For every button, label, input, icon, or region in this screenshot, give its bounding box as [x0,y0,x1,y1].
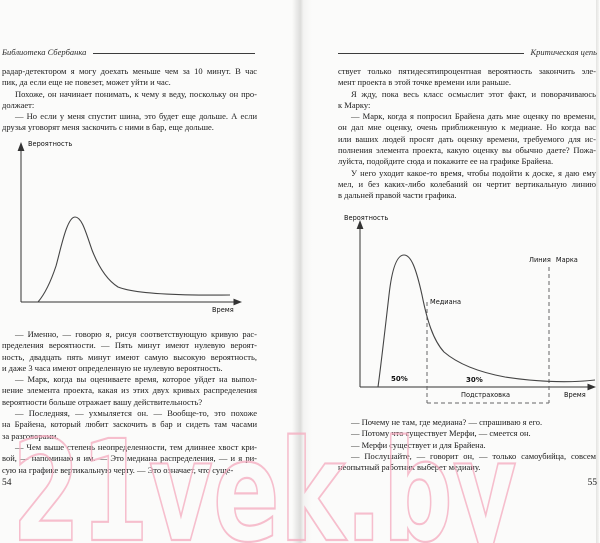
left-text-block-bottom: — Именно, — говорю я, рисуя соответствую… [2,329,257,476]
body-text-line: — Потому что существует Мерфи, — смеется… [351,428,531,439]
body-text-line: он дал мне оценку, очень приближенную к … [338,122,596,133]
left-text-block-top: радар-детектором я могу доехать меньше ч… [2,66,257,134]
body-text-line: радар-детектором я могу доехать меньше ч… [2,66,257,76]
body-text-line: вой, — напоминаю я им. — Это медиана рас… [2,453,257,464]
body-text-line: — Последняя, — ухмыляется он. — Вообще-т… [15,408,257,419]
body-text-line: мел, и без каких-либо колебаний он черти… [338,178,596,189]
body-text-line: должает: [2,99,35,110]
page-right-edge [596,0,599,543]
right-probability-chart [356,220,596,404]
left-chart-y-label: Вероятность [28,140,73,148]
right-chart-distribution-curve [377,254,596,388]
body-text-line: пик, да если еще не повезет, может уйти … [2,77,171,88]
body-text-line: У него уходит какое-то время, чтобы подо… [351,167,596,178]
left-chart-y-arrow-icon [17,142,25,151]
body-text-line: — Именно, — говорю я, рисуя соответствую… [15,329,257,339]
pct-50-label: 50% [391,375,408,383]
left-chart-x-arrow-icon [233,298,242,306]
body-text-line: — Марк, когда вы оцениваете время, котор… [15,374,257,385]
body-text-line: — Чем выше степень неопределенности, тем… [15,441,257,452]
body-text-line: или ваших людей просят дать оценку време… [338,133,596,144]
left-chart-distribution-curve [37,216,231,303]
body-text-line: — Марк, когда я попросил Брайена дать мн… [351,111,596,122]
body-text-line: вероятности больше отражает вашу действи… [2,396,203,407]
left-header-title: Библиотека Сбербанка [2,47,87,57]
body-text-line: — Мерфи существует и для Брайена. [351,439,486,450]
left-header-rule [93,52,255,54]
right-chart-x-label: Время [564,391,586,399]
body-text-line: пределения вероятности. — Пять минут име… [2,340,257,351]
body-text-line: в дальней правой части графика. [338,190,457,201]
body-text-line: — Почему не там, где медиана? — спрашива… [351,417,543,427]
page-gutter-shadow [292,0,312,543]
left-probability-chart [17,142,242,306]
body-text-line: ствует только пятидесятипроцентная вероя… [338,66,596,76]
right-page-number: 55 [587,478,598,488]
body-text-line: к Марку: [338,99,371,110]
body-text-line: — Послушайте, — говорит он, — только сам… [351,450,596,461]
mark-line-label: Линия Марка [529,256,578,264]
body-text-line: — Но если у меня спустит шина, это будет… [15,111,257,122]
body-text-line: луйста, подойдите сюда и покажите ее на … [338,156,554,167]
body-text-line: Я жду, пока весь класс осмыслит этот фак… [351,88,596,99]
body-text-line: полнения элемента проекта, какую оценку … [338,145,596,156]
left-running-header: Библиотека Сбербанка [2,47,255,57]
right-running-header: Критическая цепь [338,47,597,57]
body-text-line: и даже 3 часа имеют определенную не нуле… [2,362,223,373]
body-text-line: на Брайена, который любит заскочить в ба… [2,419,257,430]
right-chart-y-label: Вероятность [344,214,389,222]
body-text-line: друзья уговорят меня заскочить с ними в … [2,122,214,133]
right-text-block-top: ствует только пятидесятипроцентная вероя… [338,66,596,202]
right-header-rule [338,52,524,54]
median-label: Медиана [430,298,461,306]
body-text-line: сую на графике вертикальную черту. — Это… [2,464,234,475]
right-chart-y-arrow-icon [356,220,364,229]
right-header-title: Критическая цепь [530,47,597,57]
body-text-line: за разговорами. [2,430,59,441]
body-text-line: ность, двадцать пять минут имеют самую в… [2,351,257,362]
body-text-line: мент проекта в этой точке времени или ра… [338,77,512,88]
safety-label: Подстраховка [461,391,511,399]
body-text-line: Похоже, он начинает понимать, к чему я в… [15,88,257,99]
pct-30-label: 30% [466,376,483,384]
left-chart-x-label: Время [212,306,234,314]
right-chart-x-arrow-icon [587,383,596,391]
left-page-number: 54 [2,478,12,488]
body-text-line: нение элемента проекта, какая из этих дв… [2,385,257,396]
body-text-line: неопытный работник выберет медиану. [338,462,481,473]
right-text-block-bottom: — Почему не там, где медиана? — спрашива… [338,417,596,473]
